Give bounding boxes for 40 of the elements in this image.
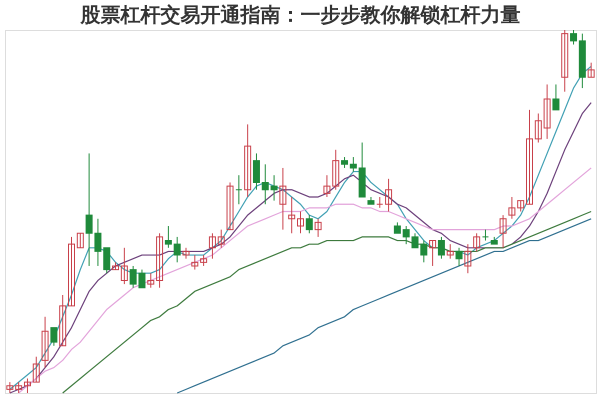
- candlestick: [314, 218, 322, 238]
- candlestick: [438, 236, 445, 260]
- candlestick: [86, 152, 93, 266]
- candlestick: [120, 247, 128, 285]
- candlestick: [500, 214, 507, 248]
- candlestick: [464, 244, 472, 274]
- candlestick: [32, 356, 40, 383]
- candlestick: [376, 196, 384, 208]
- candlestick: [420, 240, 428, 263]
- candlestick: [429, 240, 436, 266]
- candlestick: [50, 327, 58, 346]
- candlestick: [235, 174, 242, 205]
- candlestick: [279, 167, 286, 230]
- candlestick: [456, 247, 463, 266]
- candlestick: [570, 30, 578, 46]
- candlestick: [306, 214, 313, 234]
- candlestick: [482, 229, 489, 242]
- candlestick: [412, 232, 418, 248]
- candlestick: [76, 232, 84, 248]
- candlestick: [385, 178, 392, 212]
- candlestick: [526, 109, 533, 205]
- candlestick: [341, 156, 348, 168]
- candlestick: [252, 152, 260, 190]
- candlestick: [297, 211, 304, 234]
- candlestick: [473, 232, 480, 252]
- candlestick: [182, 247, 190, 260]
- candlestick: [588, 62, 595, 78]
- candlestick: [68, 236, 75, 306]
- candlestick: [561, 30, 568, 92]
- candlestick: [288, 196, 296, 234]
- candlestick: [59, 294, 66, 346]
- candlestick: [42, 316, 49, 368]
- chart-title: 股票杠杆交易开通指南：一步步教你解锁杠杆力量: [80, 2, 520, 26]
- candlestick: [24, 378, 31, 394]
- candlestick: [552, 84, 560, 110]
- candlestick: [244, 124, 252, 198]
- candlestick: [226, 182, 234, 230]
- candlestick: [138, 269, 146, 288]
- candlestick: [446, 244, 454, 260]
- candlestick: [130, 265, 137, 288]
